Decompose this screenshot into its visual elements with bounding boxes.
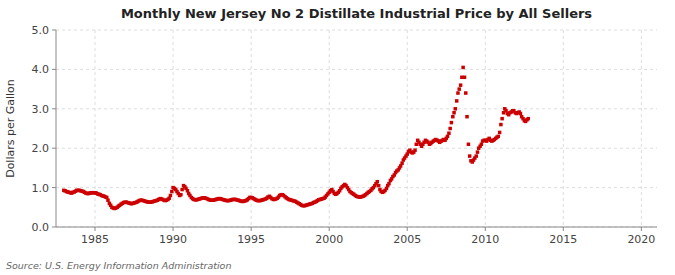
data-point [448,127,452,131]
data-point [519,112,523,116]
data-point [498,131,502,135]
x-tick [173,227,174,231]
data-point [169,194,173,198]
y-grid-line [56,187,657,188]
y-grid-line [56,148,657,149]
y-tick-label: 1.0 [32,182,50,195]
x-tick-label: 2015 [549,233,577,246]
x-tick [407,227,408,231]
data-point [474,154,478,158]
data-point [476,150,480,154]
data-point [464,91,468,95]
y-tick-label: 0.0 [32,221,50,234]
x-grid-line [407,30,408,227]
source-annotation: Source: U.S. Energy Information Administ… [6,260,231,271]
x-grid-line [329,30,330,227]
y-tick [52,187,56,188]
x-tick-label: 1995 [237,233,265,246]
data-point [467,143,471,147]
chart-container: 1985 1990 1995 2000 2005 2010 2015 2020 0.0 1.0 2.… [0,0,675,275]
grid [56,30,657,227]
y-axis-label: Dollars per Gallon [4,79,17,178]
data-point [455,99,459,103]
data-point [456,91,460,95]
y-grid-line [56,69,657,70]
y-grid-line [56,30,657,31]
data-point [413,148,417,152]
y-tick [52,148,56,149]
data-point [170,190,174,194]
data-point [500,117,504,121]
data-point [106,198,110,202]
x-tick [485,227,486,231]
data-point [461,66,465,70]
data-point [459,83,463,87]
data-point [450,121,454,125]
data-point [496,135,500,139]
y-tick [52,108,56,109]
y-tick [52,30,56,31]
x-grid-line [485,30,486,227]
ticks: 1985 1990 1995 2000 2005 2010 2015 2020 0.0 1.0 2.… [32,24,656,246]
data-point [465,115,469,119]
data-point [463,76,467,80]
data-point [457,87,461,91]
x-grid-line [95,30,96,227]
x-tick-label: 2010 [471,233,499,246]
data-point [376,180,380,184]
y-tick-label: 3.0 [32,103,50,116]
y-tick-label: 5.0 [32,24,50,37]
x-tick [95,227,96,231]
x-tick-label: 1985 [81,233,109,246]
x-grid-line [173,30,174,227]
data-point [447,131,451,135]
x-tick-label: 2020 [627,233,655,246]
data-point [179,193,183,197]
data-point [452,111,456,115]
data-point [480,143,484,147]
data-point [454,107,458,111]
x-tick [641,227,642,231]
data-point [446,135,450,139]
y-tick-label: 4.0 [32,63,50,76]
data-point [499,123,503,127]
x-grid-line [641,30,642,227]
data-point [387,182,391,186]
y-tick-label: 2.0 [32,142,50,155]
x-tick [563,227,564,231]
x-tick [251,227,252,231]
y-tick [52,227,56,228]
x-grid-line [563,30,564,227]
y-grid-line [56,108,657,109]
chart-svg: 1985 1990 1995 2000 2005 2010 2015 2020 0.0 1.0 2.… [0,0,675,275]
data-point [526,117,530,121]
y-tick [52,69,56,70]
x-axis-line [56,227,657,228]
x-tick [329,227,330,231]
points [62,66,530,211]
data-point [451,115,455,119]
y-grid-line [56,227,657,228]
data-point [400,161,404,165]
x-tick-label: 1990 [159,233,187,246]
x-tick-label: 2005 [393,233,421,246]
x-tick-label: 2000 [315,233,343,246]
data-point [468,154,472,158]
data-point [377,184,381,188]
y-axis-line [56,30,57,227]
chart-title: Monthly New Jersey No 2 Distillate Indus… [121,6,592,21]
